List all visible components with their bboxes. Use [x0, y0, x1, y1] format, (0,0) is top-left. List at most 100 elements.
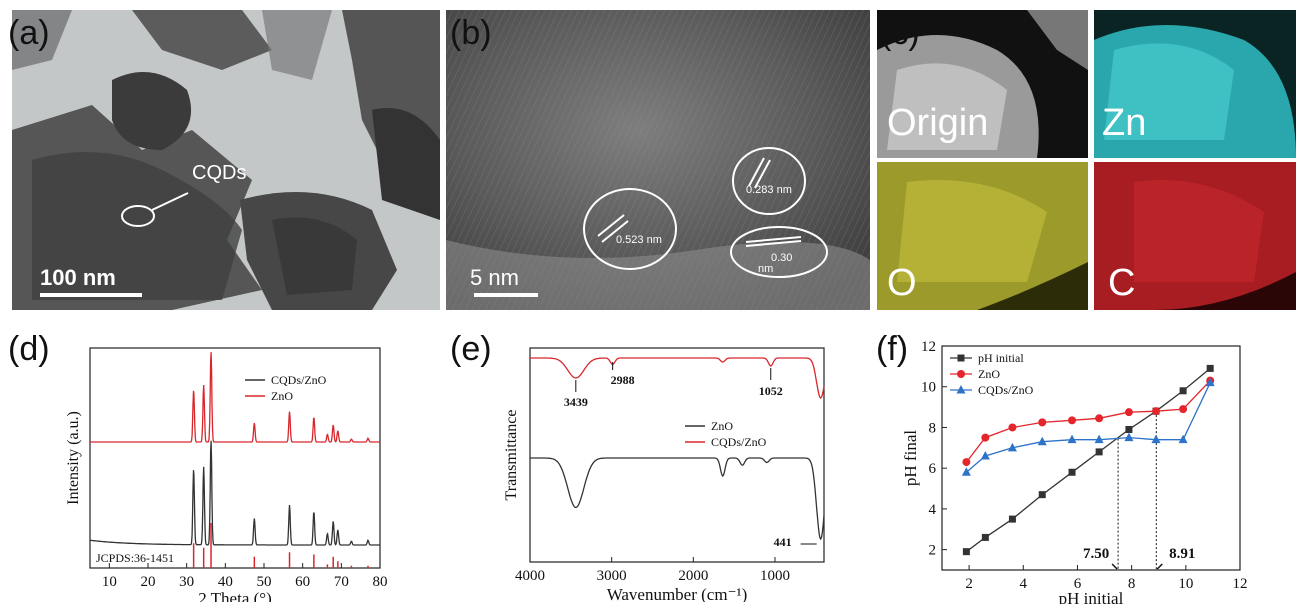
x-tick-label: 10 — [102, 574, 117, 590]
data-point-phinitial — [962, 548, 970, 556]
legend-label: ZnO — [711, 419, 733, 433]
panel-label-f: (f) — [876, 330, 909, 368]
data-point-zno — [1095, 414, 1104, 423]
data-point-zno — [1068, 416, 1077, 425]
x-tick-label: 30 — [179, 574, 194, 590]
panel-label-a: (a) — [8, 14, 50, 52]
data-point-zno — [1008, 423, 1017, 432]
ftir-chart: 4000 3000 2000 1000 Wavenumber (cm⁻¹) Transmi… — [503, 347, 825, 602]
x-tick-label: 2 — [965, 576, 973, 592]
map-label-c: C — [1108, 262, 1136, 304]
legend-label: CQDs/ZnO — [978, 383, 1034, 397]
data-point-cqdszno — [1037, 436, 1047, 446]
data-point-cqdszno — [1151, 434, 1161, 444]
data-point-cqdszno — [980, 450, 990, 460]
plot-frame — [941, 345, 1241, 571]
y-tick-label: 10 — [921, 380, 936, 396]
series-line-phinitial — [966, 367, 1211, 553]
o-map-drawing — [877, 162, 1088, 310]
annotation-441: 441 — [774, 535, 792, 549]
series-line-cqdszno — [530, 357, 825, 399]
data-point-phinitial — [1125, 425, 1133, 433]
x-axis-title: 2 Theta (°) — [198, 589, 272, 602]
jcpds-label: JCPDS:36-1451 — [96, 551, 174, 565]
tem-image-a-drawing — [12, 10, 440, 310]
data-point-phinitial — [1068, 468, 1076, 476]
x-tick-label: 4 — [1020, 576, 1028, 592]
eds-map-o: O — [877, 162, 1088, 310]
x-axis-title: pH initial — [1059, 589, 1124, 604]
data-point-phinitial — [1008, 515, 1016, 523]
data-point-zno — [1038, 418, 1047, 427]
data-point-zno — [962, 458, 971, 467]
scale-bar-b: 5 nm — [470, 265, 519, 290]
data-point-cqdszno — [1205, 377, 1215, 387]
series-line-zno — [530, 457, 825, 541]
data-point-phinitial — [1038, 491, 1046, 499]
series-line-cqdszno — [90, 440, 380, 546]
y-axis-title: pH final — [901, 430, 920, 486]
y-tick-label: 8 — [929, 420, 937, 436]
y-tick-label: 12 — [921, 339, 936, 355]
legend-marker-zno — [957, 370, 965, 378]
pzc-label-zno-cqd: 7.50 — [1083, 546, 1109, 562]
x-tick-label: 70 — [334, 574, 349, 590]
data-point-cqdszno — [1067, 434, 1077, 444]
annotation-1052: 1052 — [759, 384, 783, 398]
spacing-label-030: 0.30 — [771, 252, 793, 264]
y-tick-label: 6 — [929, 461, 937, 477]
cqds-annotation: CQDs — [192, 162, 247, 184]
panel-label-b: (b) — [450, 14, 492, 52]
series-line-zno — [90, 352, 380, 443]
legend-label: pH initial — [978, 351, 1024, 365]
plot-frame — [529, 347, 825, 563]
x-tick-label: 2000 — [678, 568, 708, 584]
annotation-2988: 2988 — [611, 373, 635, 387]
data-point-phinitial — [1095, 448, 1103, 456]
plot-frame — [89, 347, 381, 569]
ph-drift-chart: 2 4 6 8 10 12 2 4 6 8 10 12 pH initial pH final 7.50 8.… — [901, 339, 1248, 604]
data-point-cqdszno — [1124, 432, 1134, 442]
x-tick-label: 12 — [1233, 576, 1248, 592]
x-tick-label: 20 — [141, 574, 156, 590]
data-point-cqdszno — [961, 467, 971, 476]
spacing-label-0283: 0.283 nm — [746, 184, 792, 196]
data-point-zno — [1179, 405, 1188, 414]
annotation-3439: 3439 — [564, 395, 588, 409]
tem-image-a: CQDs 100 nm — [12, 10, 440, 310]
hrtem-image-b: 0.523 nm 0.283 nm 0.30 nm 5 nm — [446, 10, 870, 310]
x-tick-label: 10 — [1178, 576, 1193, 592]
legend-label: CQDs/ZnO — [271, 373, 327, 387]
data-point-cqdszno — [1094, 434, 1104, 444]
zn-map-drawing — [1094, 10, 1296, 158]
y-axis-title: Transmittance — [503, 410, 520, 501]
legend-label: CQDs/ZnO — [711, 435, 767, 449]
panel-label-e: (e) — [450, 330, 492, 368]
origin-map-drawing — [877, 10, 1088, 158]
y-tick-label: 2 — [929, 543, 937, 559]
spacing-label-030-unit: nm — [758, 263, 774, 275]
data-point-zno — [1124, 408, 1133, 417]
data-point-zno — [981, 433, 990, 442]
map-label-zn: Zn — [1102, 102, 1147, 144]
eds-map-zn: Zn — [1094, 10, 1296, 158]
panel-label-d: (d) — [8, 330, 50, 368]
eds-map-c: C — [1094, 162, 1296, 310]
data-point-phinitial — [1179, 387, 1187, 395]
c-map-drawing — [1094, 162, 1296, 310]
legend-marker-cqdszno — [956, 385, 966, 394]
map-label-origin: Origin — [887, 102, 989, 144]
x-tick-label: 3000 — [597, 568, 627, 584]
x-tick-label: 1000 — [760, 568, 790, 584]
scale-bar-a: 100 nm — [40, 265, 116, 290]
x-tick-label: 8 — [1128, 576, 1136, 592]
data-point-cqdszno — [1007, 442, 1017, 452]
data-point-cqdszno — [1178, 434, 1188, 444]
map-label-o: O — [887, 262, 917, 304]
series-line-zno — [965, 380, 1211, 463]
x-tick-label: 4000 — [515, 568, 545, 584]
pzc-label-zno: 8.91 — [1169, 546, 1195, 562]
x-tick-label: 50 — [257, 574, 272, 590]
data-point-phinitial — [981, 533, 989, 541]
x-tick-label: 80 — [373, 574, 388, 590]
